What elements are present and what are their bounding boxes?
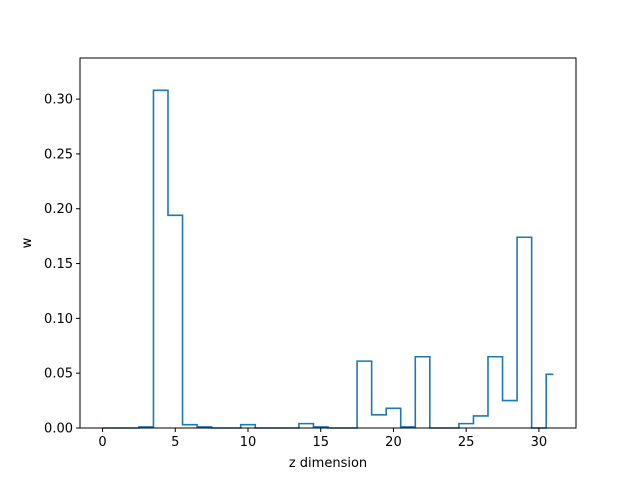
x-tick-label: 0	[98, 435, 106, 450]
y-tick-label: 0.25	[44, 147, 73, 162]
y-tick-label: 0.15	[44, 257, 73, 272]
y-tick-label: 0.05	[44, 367, 73, 382]
x-tick-label: 30	[531, 435, 548, 450]
x-tick-label: 10	[240, 435, 257, 450]
series-step-line	[102, 89, 554, 429]
x-tick-label: 15	[312, 435, 329, 450]
y-tick-label: 0.00	[44, 422, 73, 437]
y-axis-label: w	[20, 237, 35, 248]
x-tick-label: 5	[171, 435, 179, 450]
x-tick-label: 25	[458, 435, 475, 450]
x-tick-label: 20	[385, 435, 402, 450]
y-tick-label: 0.20	[44, 202, 73, 217]
y-tick-label: 0.10	[44, 312, 73, 327]
x-axis-label: z dimension	[289, 456, 367, 471]
y-tick-label: 0.30	[44, 93, 73, 108]
plot-frame	[79, 57, 577, 429]
